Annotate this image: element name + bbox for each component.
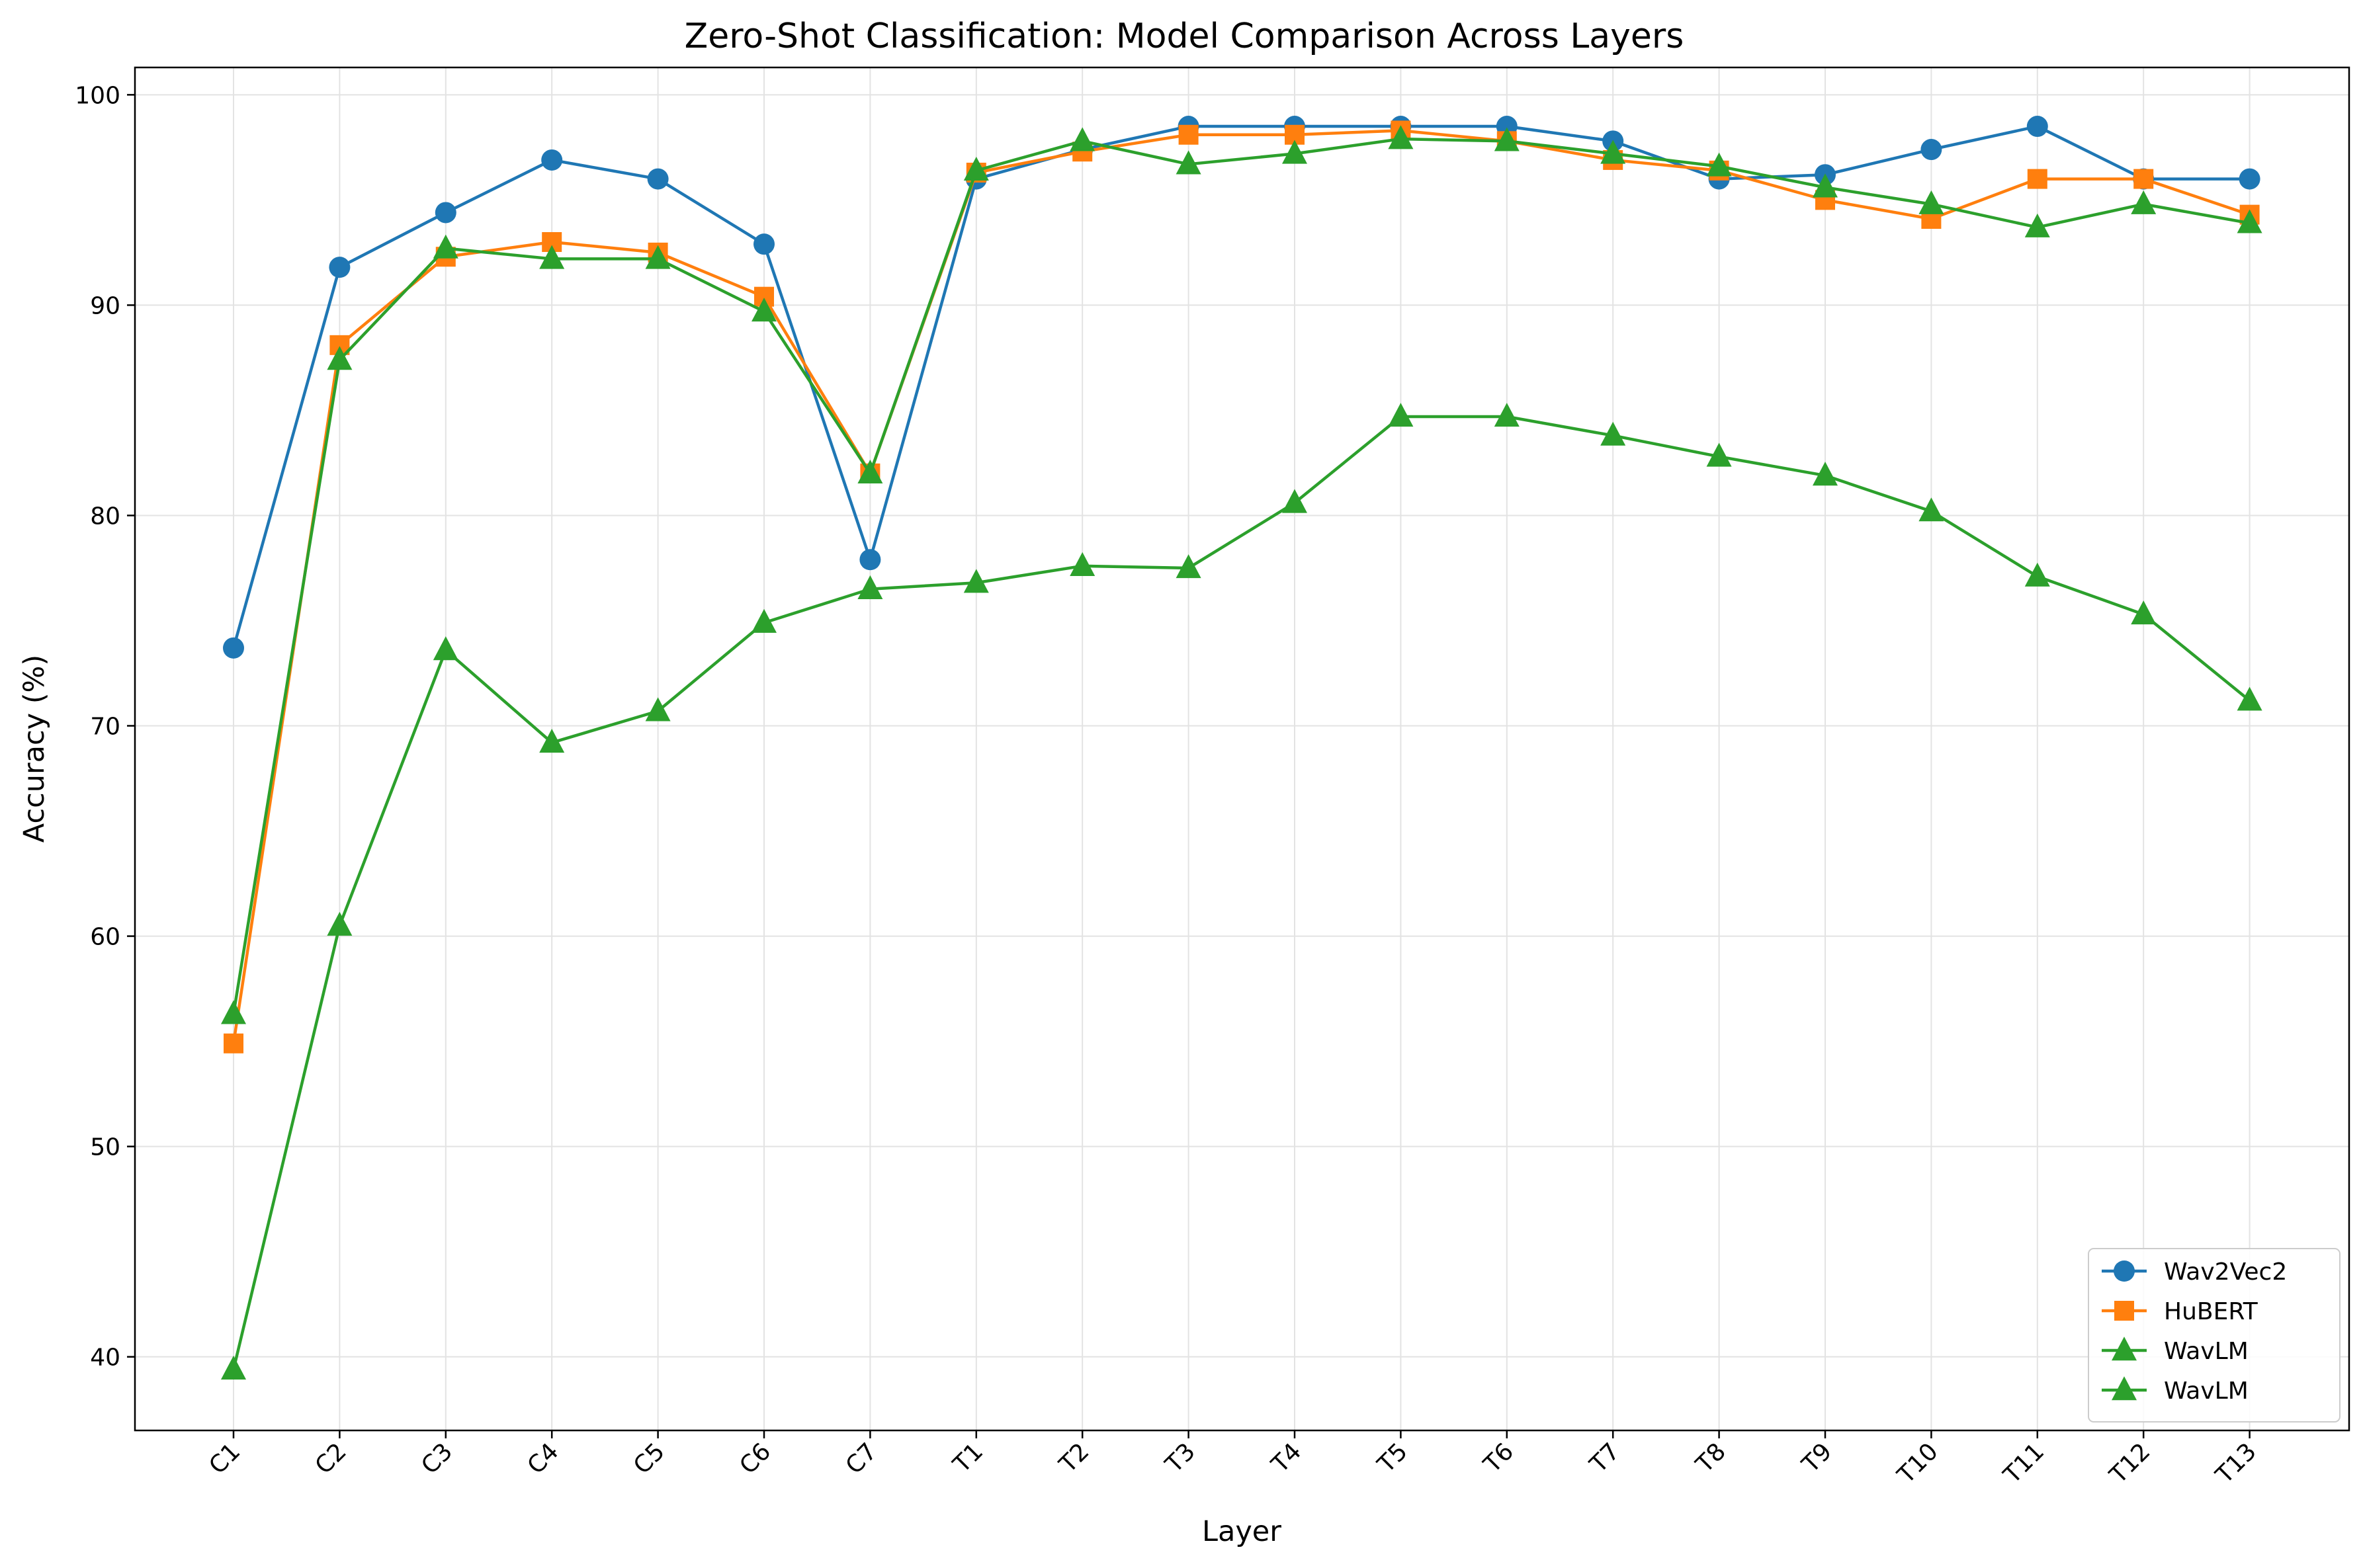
legend-label: HuBERT (2164, 1298, 2258, 1325)
y-tick-label: 80 (90, 503, 120, 530)
data-point (752, 608, 777, 633)
data-point (221, 1000, 246, 1024)
data-point (645, 697, 671, 722)
data-point (2131, 600, 2157, 625)
data-point (1600, 140, 1626, 164)
data-point (1494, 127, 1520, 151)
data-point (433, 636, 458, 661)
legend-box (2088, 1248, 2341, 1423)
data-point (963, 569, 989, 593)
data-point (327, 911, 353, 936)
legend-marker (2114, 1260, 2135, 1282)
data-point (2239, 168, 2260, 190)
legend-label: WavLM (2164, 1378, 2249, 1405)
legend-label: WavLM (2164, 1338, 2249, 1365)
legend-label: Wav2Vec2 (2164, 1259, 2287, 1286)
data-point (1920, 139, 1942, 161)
data-point (1070, 552, 1096, 576)
data-point (753, 233, 775, 255)
series-layer (221, 116, 2262, 1380)
data-point (857, 459, 883, 484)
data-point (221, 1355, 246, 1380)
data-point (329, 257, 351, 278)
data-point (2237, 686, 2262, 711)
legend-marker (2114, 1301, 2134, 1321)
data-point (224, 1033, 243, 1053)
data-point (645, 245, 671, 269)
data-point (2024, 213, 2050, 237)
y-axis-label: Accuracy (%) (18, 655, 51, 843)
data-point (2133, 169, 2154, 189)
legend: Wav2Vec2 HuBERT WavLM WavLM (2088, 1248, 2341, 1423)
data-point (1494, 403, 1520, 427)
data-point (859, 549, 881, 571)
series-line (232, 137, 2250, 1014)
data-point (857, 575, 883, 599)
series-2 (221, 125, 2262, 1024)
y-tick-label: 40 (90, 1344, 120, 1372)
data-point (647, 168, 669, 190)
data-point (1282, 489, 1307, 513)
series-1 (224, 120, 2260, 1053)
data-point (1706, 442, 1732, 467)
plot-frame (134, 66, 2350, 1432)
data-point (2237, 209, 2262, 233)
data-point (223, 637, 244, 659)
y-tick-label: 70 (90, 714, 120, 741)
data-point (433, 234, 458, 259)
chart-title: Zero-Shot Classification: Model Comparis… (685, 17, 1684, 56)
data-point (2131, 190, 2157, 214)
y-tick-label: 90 (90, 292, 120, 319)
data-point (539, 729, 565, 753)
series-3 (221, 403, 2262, 1380)
data-point (435, 202, 456, 224)
series-line (232, 124, 2250, 649)
data-point (1070, 127, 1096, 151)
data-point (1918, 497, 1944, 522)
data-point (1706, 152, 1732, 177)
data-point (752, 298, 777, 322)
data-point (539, 245, 565, 269)
data-point (2024, 562, 2050, 587)
data-point (1282, 140, 1307, 164)
x-axis-label: Layer (1202, 1515, 1281, 1548)
data-point (963, 156, 989, 181)
data-point (2027, 169, 2047, 189)
y-tick-label: 100 (75, 82, 120, 109)
legend-marker (2112, 1337, 2137, 1361)
grid (135, 67, 2349, 1430)
data-point (541, 149, 563, 171)
y-tick-label: 60 (90, 924, 120, 951)
data-point (1388, 125, 1414, 149)
legend-marker (2112, 1376, 2137, 1401)
data-point (1600, 421, 1626, 446)
data-point (1813, 462, 1838, 486)
data-point (327, 346, 353, 370)
data-point (2026, 116, 2048, 138)
data-point (1178, 124, 1199, 145)
data-point (1176, 554, 1201, 579)
series-line (232, 129, 2251, 1044)
data-point (1918, 190, 1944, 214)
series-line (232, 415, 2251, 1370)
data-point (1813, 173, 1838, 198)
data-point (1176, 150, 1201, 175)
y-tick-label: 50 (90, 1134, 120, 1161)
data-point (1388, 403, 1414, 427)
